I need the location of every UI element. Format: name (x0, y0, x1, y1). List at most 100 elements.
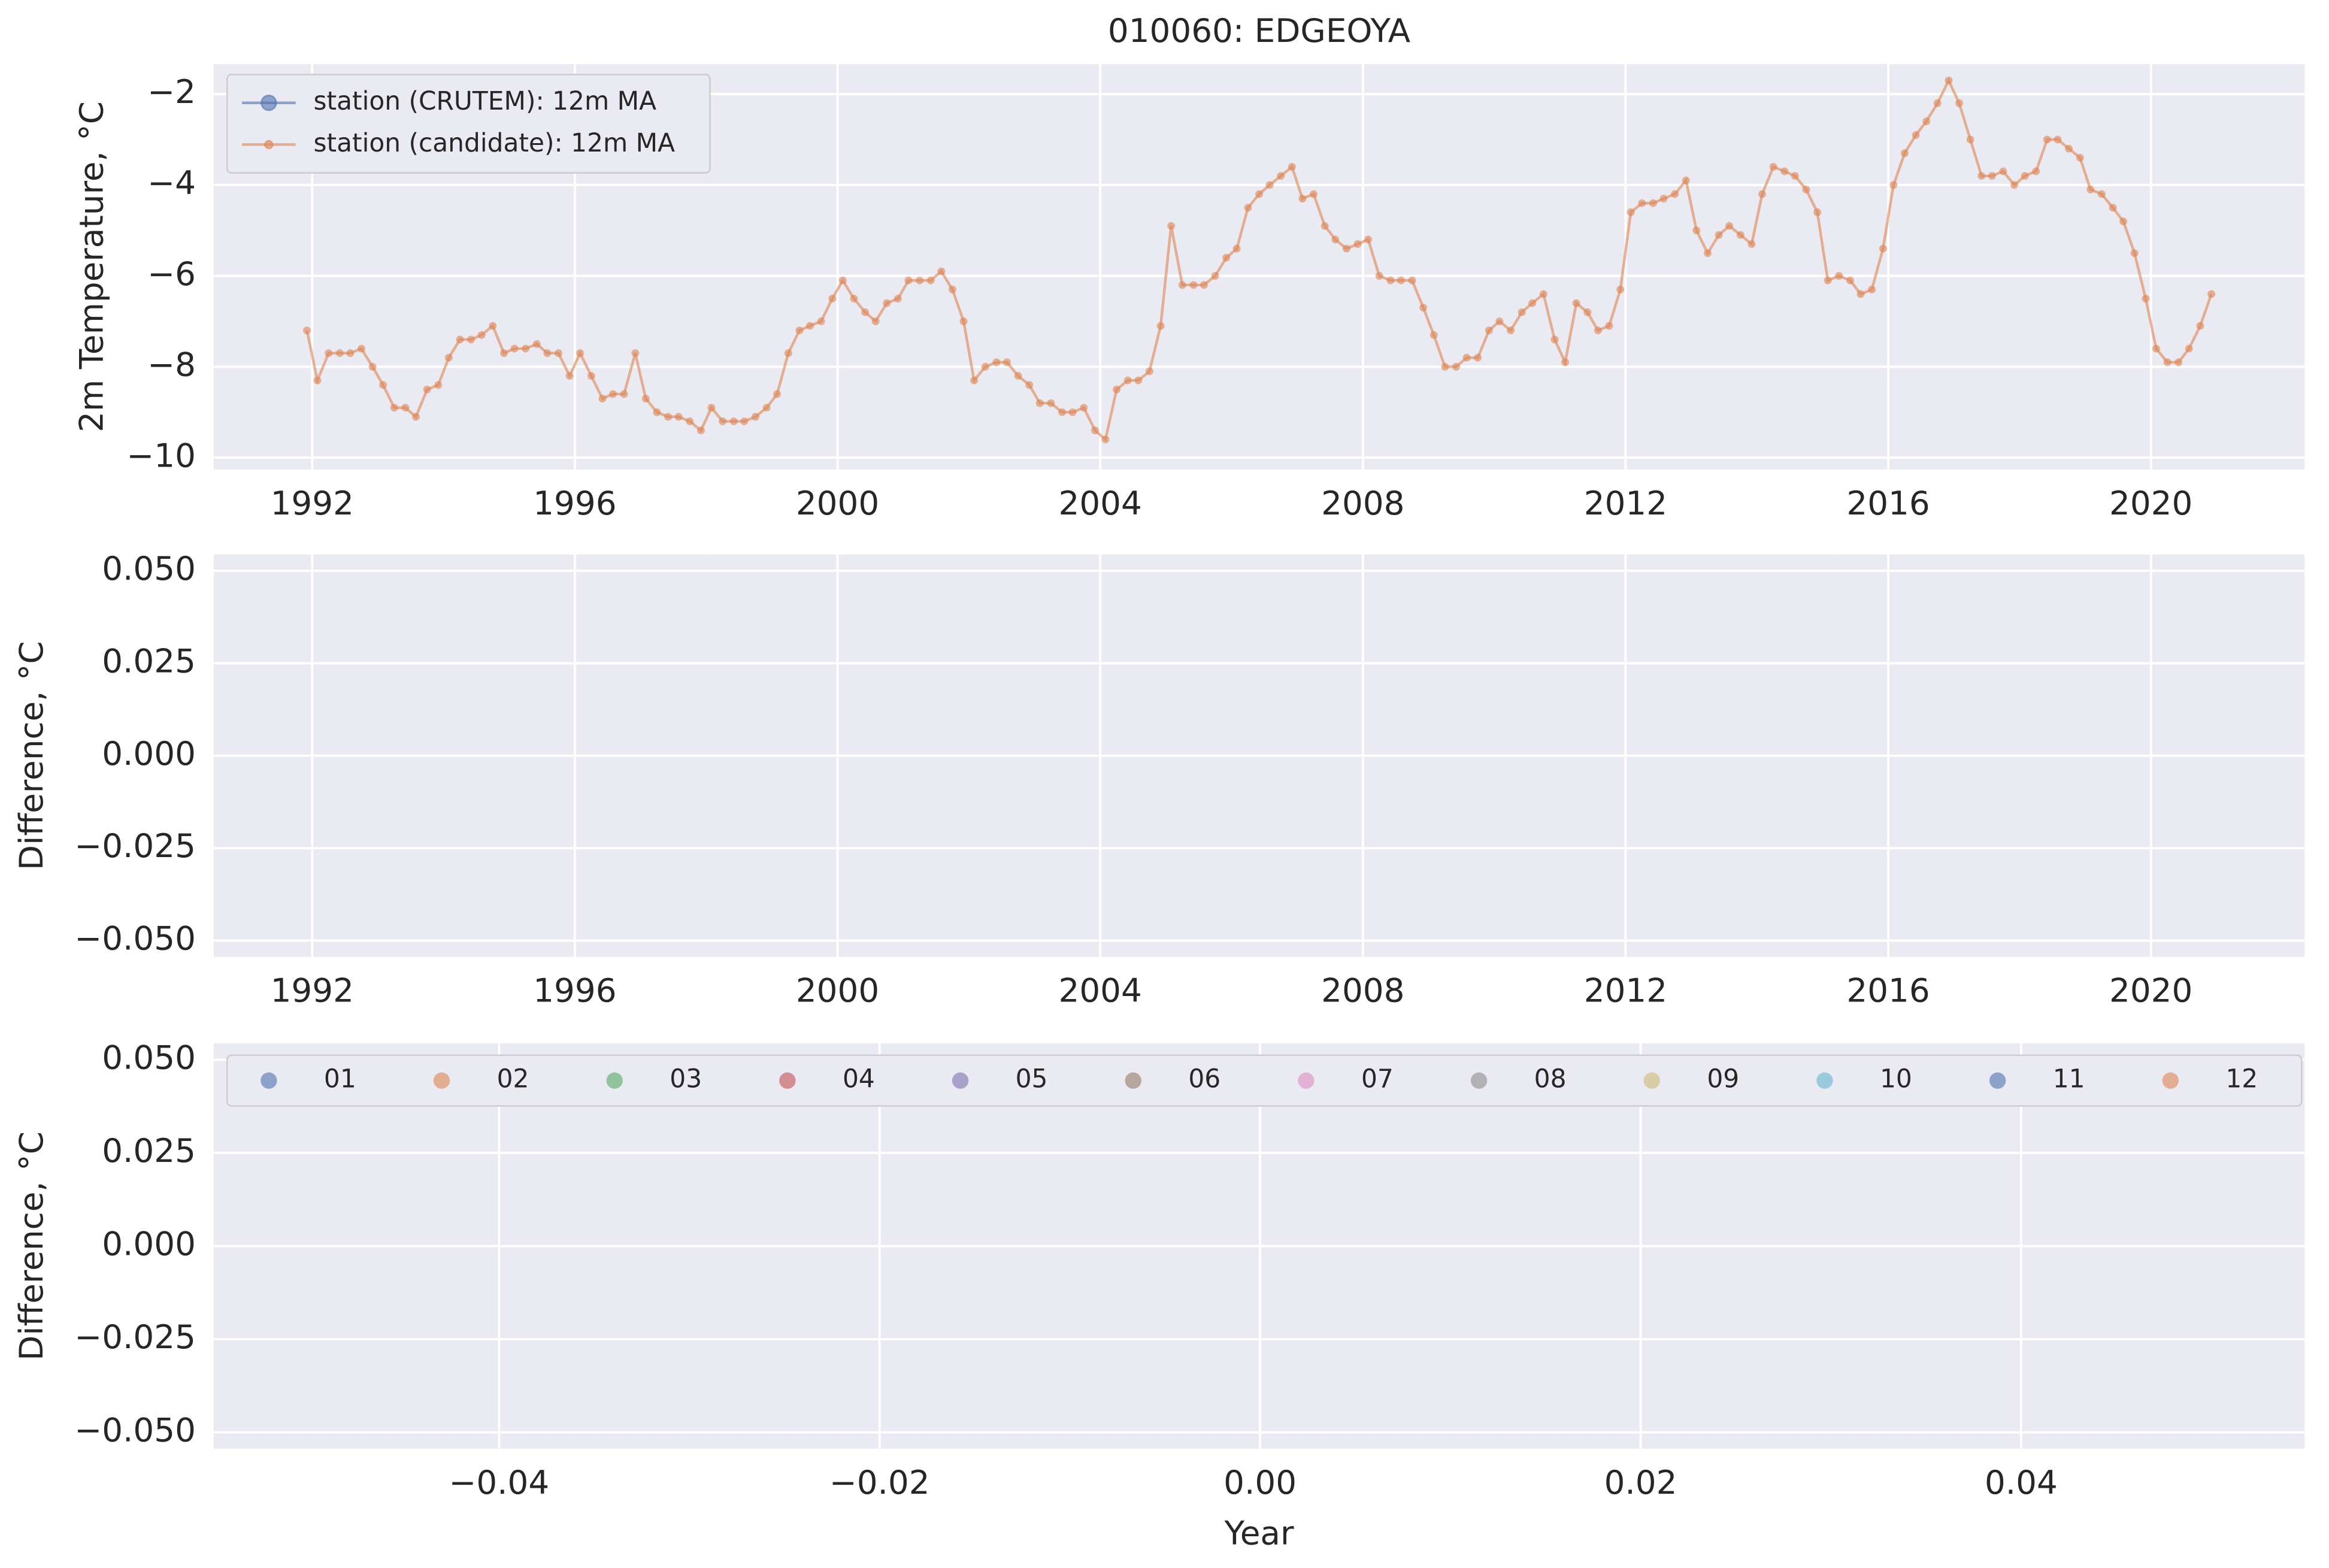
data-point (1933, 99, 1942, 107)
legend-box (226, 74, 711, 174)
data-point (2185, 344, 2193, 353)
data-point (1649, 199, 1657, 207)
data-point (883, 299, 891, 307)
data-point (346, 349, 355, 358)
y-tick-label: 0.025 (102, 641, 196, 680)
data-point (828, 295, 837, 303)
legend-marker (261, 95, 277, 111)
x-axis-label: Year (1224, 1513, 1294, 1552)
y-tick-label: 0.000 (102, 734, 196, 773)
data-point (1375, 272, 1383, 280)
data-point (1945, 76, 1953, 84)
data-point (1331, 235, 1340, 244)
data-point (1232, 244, 1241, 253)
legend-label: 12 (2225, 1064, 2258, 1094)
data-point (543, 349, 552, 358)
data-point (1189, 281, 1198, 289)
data-point (653, 408, 661, 416)
legend-marker (779, 1072, 796, 1089)
data-point (358, 344, 365, 353)
data-point (2097, 190, 2106, 198)
data-point (1605, 322, 1613, 330)
data-point (1572, 299, 1580, 307)
legend-marker (1816, 1072, 1833, 1089)
y-tick-label: −8 (147, 346, 196, 384)
y-tick-label: −4 (147, 164, 196, 202)
data-point (1868, 285, 1876, 293)
y-tick-label: 0.000 (102, 1225, 196, 1263)
data-point (838, 276, 847, 284)
data-point (1682, 176, 1690, 184)
data-point (1310, 190, 1318, 198)
data-point (1846, 276, 1854, 284)
data-point (1802, 185, 1810, 193)
data-point (1955, 99, 1963, 107)
data-point (1353, 240, 1362, 248)
y-axis-label: Difference, °C (12, 1131, 50, 1361)
y-tick-label: 0.050 (102, 1039, 196, 1077)
data-point (1408, 276, 1416, 284)
data-point (894, 295, 902, 303)
data-point (2119, 217, 2128, 226)
data-point (1561, 358, 1570, 367)
data-point (740, 417, 749, 425)
data-point (1539, 290, 1547, 298)
data-point (1298, 195, 1307, 203)
data-point (1583, 308, 1592, 316)
legend-label: 09 (1707, 1064, 1739, 1094)
data-point (444, 353, 453, 362)
x-tick-label: 2020 (2109, 484, 2192, 522)
data-point (434, 381, 443, 389)
y-tick-label: −6 (147, 255, 196, 293)
x-tick-label: 2000 (796, 484, 879, 522)
data-point (1813, 208, 1822, 216)
legend: station (CRUTEM): 12m MA station (candida… (226, 74, 711, 174)
data-point (2010, 181, 2019, 189)
x-tick-label: −0.02 (829, 1463, 930, 1502)
x-tick-label: 2004 (1059, 971, 1142, 1010)
data-point (1758, 190, 1766, 198)
x-tick-label: 1996 (533, 971, 616, 1010)
data-point (1441, 362, 1449, 371)
data-point (1922, 117, 1931, 126)
data-point (1014, 372, 1022, 380)
data-point (1912, 131, 1920, 139)
data-point (390, 404, 398, 412)
data-point (1725, 222, 1734, 230)
data-point (423, 385, 431, 393)
data-point (850, 295, 858, 303)
data-point (576, 349, 584, 358)
data-point (1244, 204, 1252, 212)
x-tick-label: 2012 (1584, 484, 1667, 522)
data-point (609, 390, 617, 398)
data-point (1594, 326, 1602, 335)
data-point (631, 349, 640, 358)
data-point (1047, 399, 1055, 407)
legend-marker (433, 1072, 450, 1089)
data-point (1397, 276, 1405, 284)
data-point (1507, 326, 1515, 335)
data-point (762, 404, 771, 412)
data-point (1068, 408, 1077, 416)
data-point (2196, 322, 2204, 330)
y-tick-label: 0.050 (102, 549, 196, 588)
data-point (477, 331, 486, 339)
data-point (696, 426, 705, 435)
legend-marker (264, 140, 274, 150)
legend-label: 11 (2053, 1064, 2085, 1094)
data-point (1879, 244, 1887, 253)
data-point (664, 413, 673, 421)
data-point (587, 372, 595, 380)
legend: 01 02 03 04 05 06 07 08 09 10 11 12 (226, 1054, 2303, 1107)
data-point (565, 372, 574, 380)
data-point (401, 404, 410, 412)
y-axis-label: Difference, °C (12, 641, 50, 870)
data-point (598, 395, 607, 402)
data-point (1134, 376, 1143, 385)
data-point (1900, 149, 1909, 158)
data-point (992, 358, 1001, 367)
y-tick-label: 0.025 (102, 1131, 196, 1170)
y-tick-label: −0.025 (74, 827, 196, 865)
